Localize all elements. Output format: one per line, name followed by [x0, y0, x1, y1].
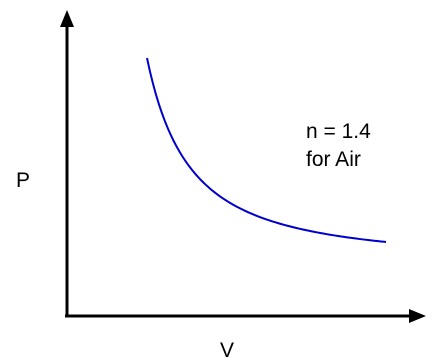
series-curve [146, 57, 387, 243]
y-axis-label: P [16, 169, 30, 192]
x-axis-arrowhead [409, 309, 426, 323]
y-axis-arrowhead [60, 10, 74, 27]
annotation-n-value: n = 1.4 [306, 120, 371, 143]
x-axis-label: V [220, 339, 234, 362]
annotation-for-air: for Air [306, 148, 361, 171]
